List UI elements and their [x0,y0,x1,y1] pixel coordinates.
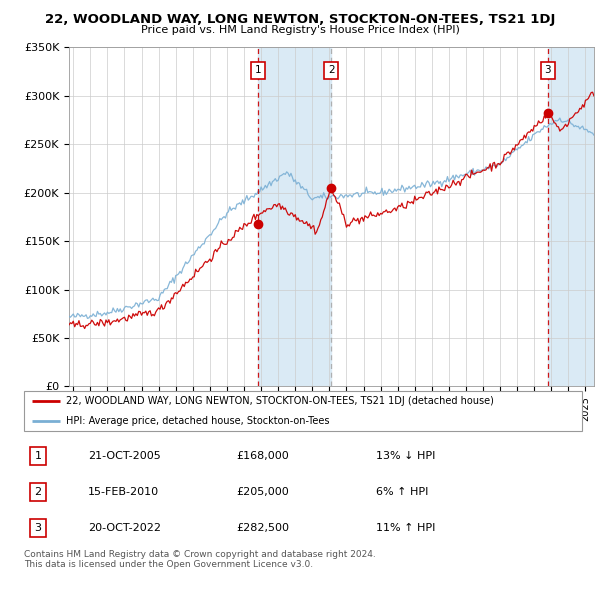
Text: 22, WOODLAND WAY, LONG NEWTON, STOCKTON-ON-TEES, TS21 1DJ: 22, WOODLAND WAY, LONG NEWTON, STOCKTON-… [45,13,555,26]
Text: 22, WOODLAND WAY, LONG NEWTON, STOCKTON-ON-TEES, TS21 1DJ (detached house): 22, WOODLAND WAY, LONG NEWTON, STOCKTON-… [66,396,494,405]
Text: HPI: Average price, detached house, Stockton-on-Tees: HPI: Average price, detached house, Stoc… [66,416,329,425]
FancyBboxPatch shape [24,391,582,431]
Text: Price paid vs. HM Land Registry's House Price Index (HPI): Price paid vs. HM Land Registry's House … [140,25,460,35]
Text: Contains HM Land Registry data © Crown copyright and database right 2024.
This d: Contains HM Land Registry data © Crown c… [24,550,376,569]
Text: £168,000: £168,000 [236,451,289,461]
Text: 3: 3 [545,65,551,76]
Text: £205,000: £205,000 [236,487,289,497]
Text: 2: 2 [328,65,335,76]
Bar [548,47,594,386]
Text: 11% ↑ HPI: 11% ↑ HPI [376,523,435,533]
Text: 15-FEB-2010: 15-FEB-2010 [88,487,159,497]
Text: 1: 1 [254,65,261,76]
Text: 21-OCT-2005: 21-OCT-2005 [88,451,161,461]
Text: 6% ↑ HPI: 6% ↑ HPI [376,487,428,497]
Text: 2: 2 [34,487,41,497]
Bar [258,47,331,386]
Text: 3: 3 [34,523,41,533]
Text: £282,500: £282,500 [236,523,289,533]
Text: 20-OCT-2022: 20-OCT-2022 [88,523,161,533]
Text: 13% ↓ HPI: 13% ↓ HPI [376,451,435,461]
Text: 1: 1 [34,451,41,461]
